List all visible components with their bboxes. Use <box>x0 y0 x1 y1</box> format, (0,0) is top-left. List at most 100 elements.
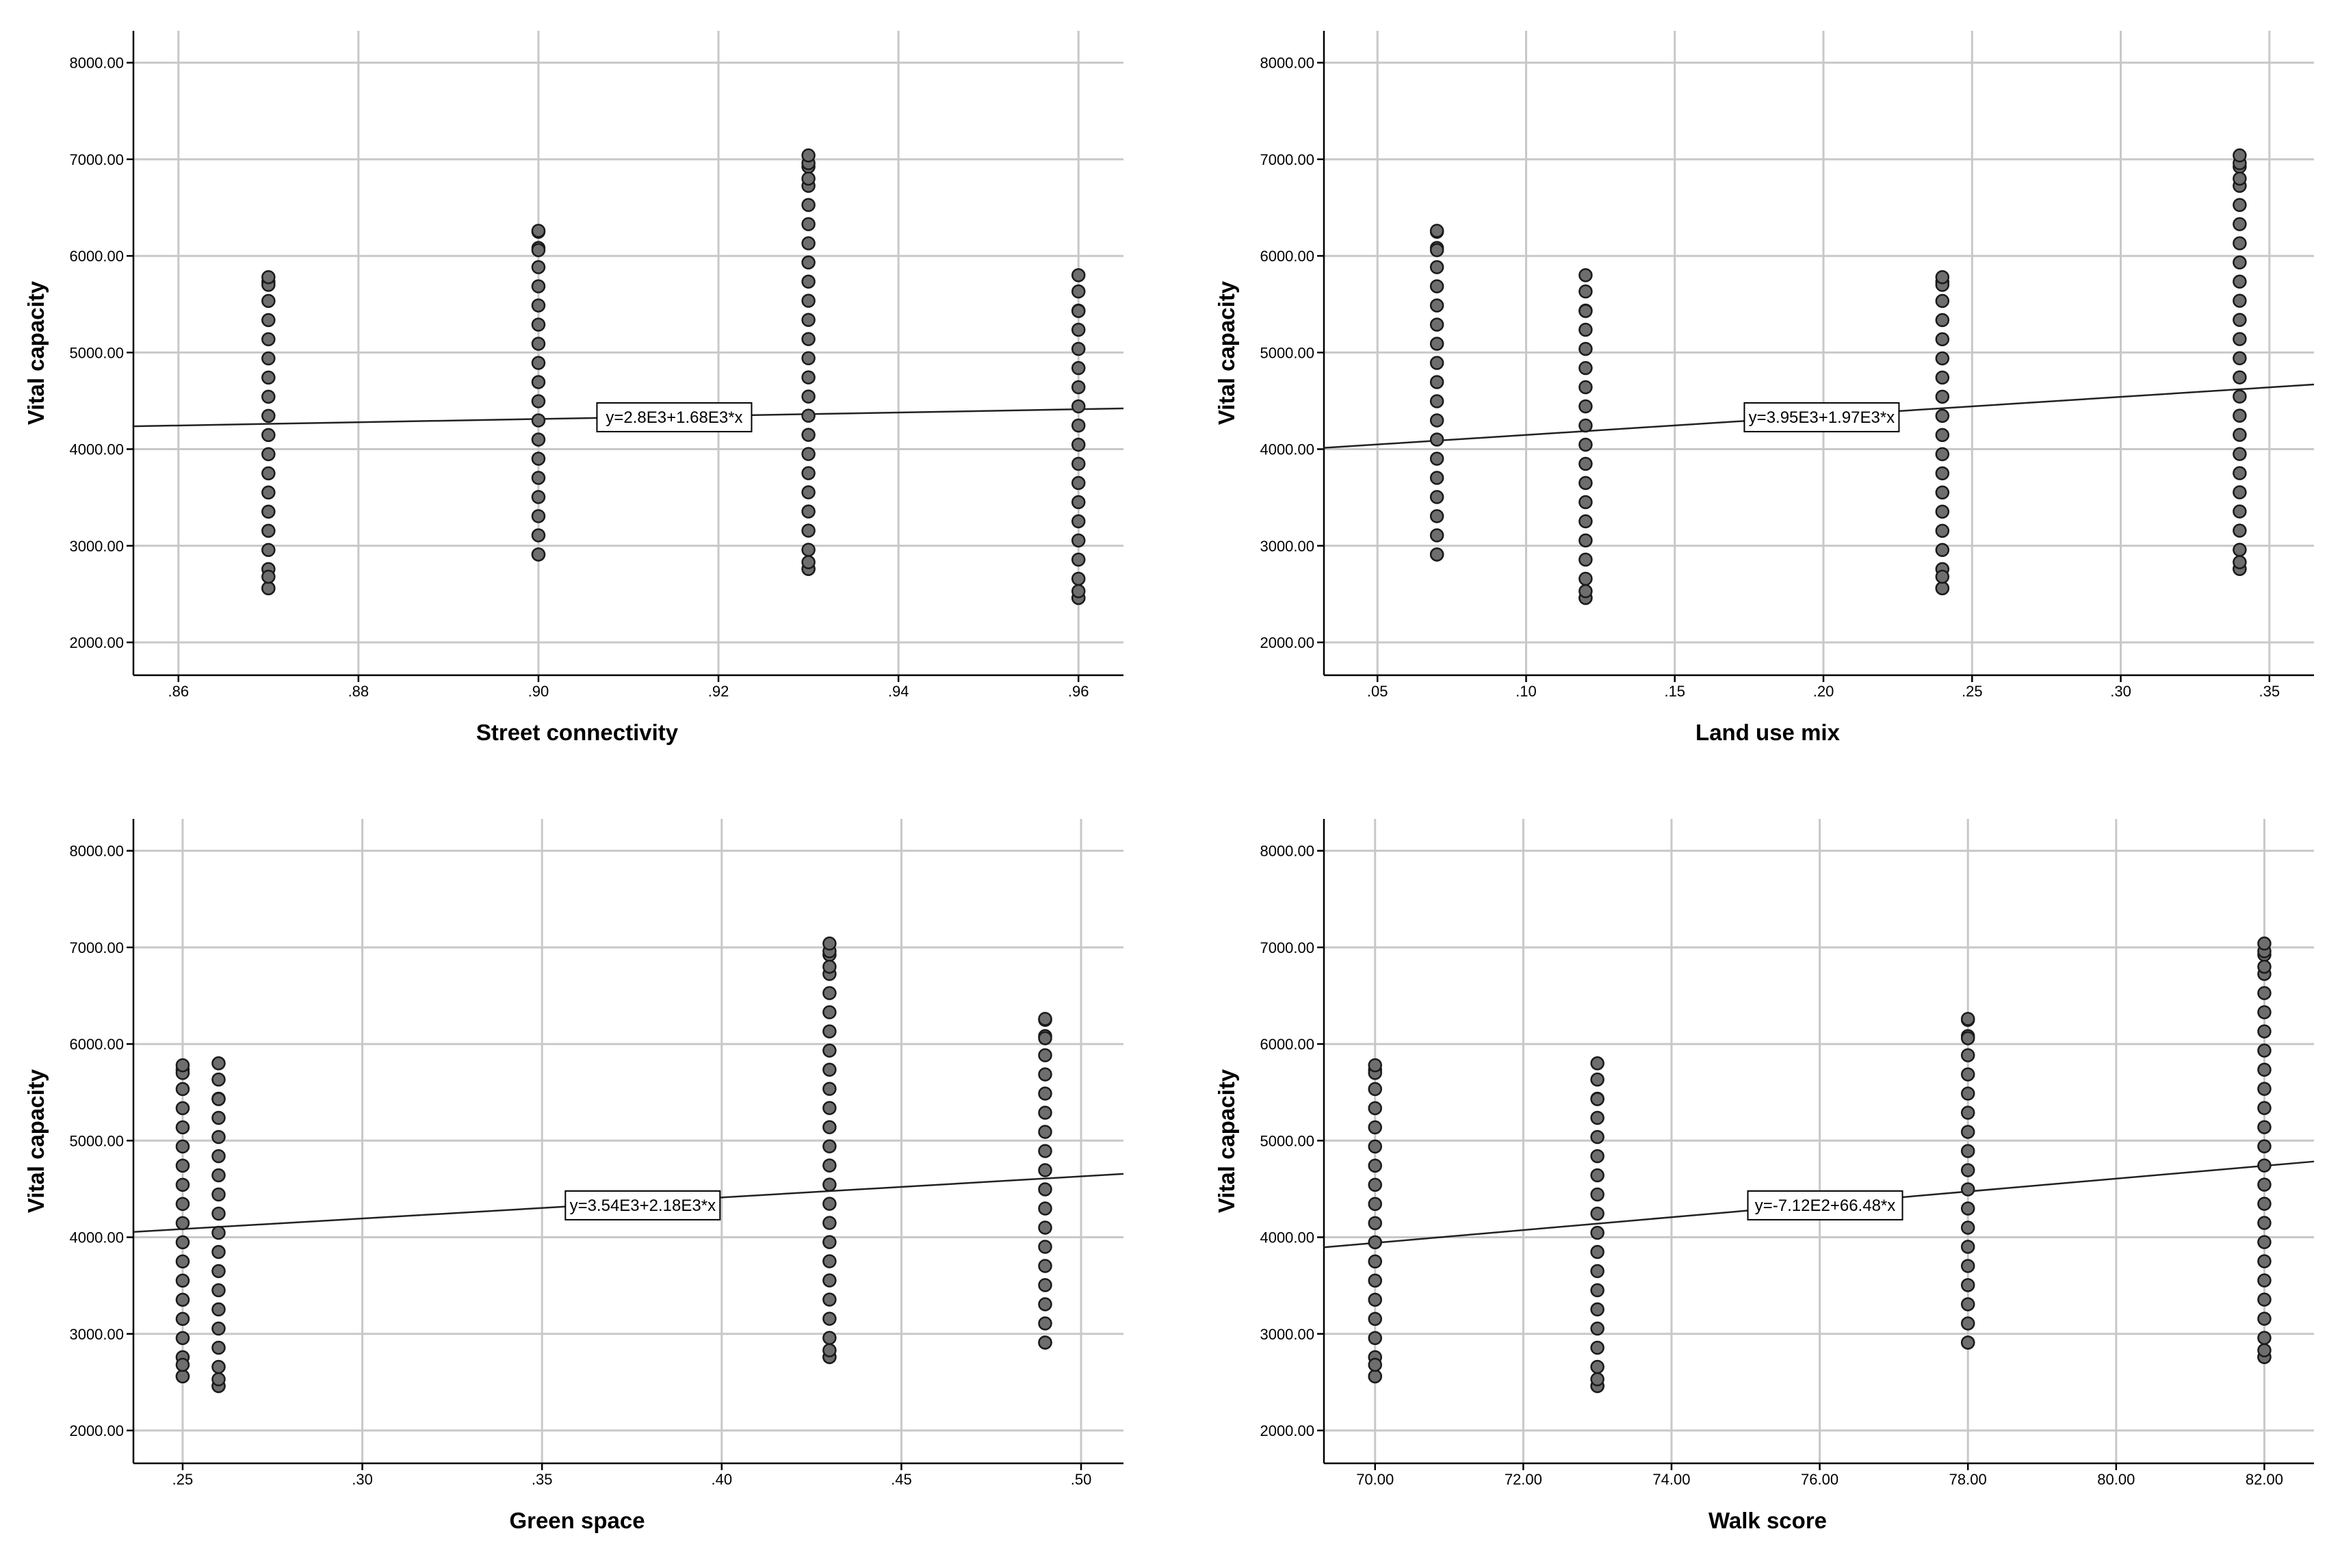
data-point <box>1038 1220 1052 1235</box>
data-point <box>1590 1264 1604 1279</box>
data-point <box>1038 1316 1052 1331</box>
x-axis-title: Green space <box>509 1508 645 1533</box>
data-point <box>1071 418 1086 433</box>
data-point <box>801 236 816 250</box>
x-tick-label: 74.00 <box>1652 1471 1690 1488</box>
data-point <box>822 1158 837 1173</box>
y-tick-label: 3000.00 <box>1260 1326 1314 1343</box>
chart-green-space: 2000.00 3000.00 4000.00 5000.00 6000.00 7000.… <box>0 788 1170 1568</box>
data-point <box>801 428 816 442</box>
data-point <box>1590 1372 1604 1387</box>
y-axis-title: Vital capacity <box>23 280 49 425</box>
data-point <box>1578 284 1593 299</box>
data-point <box>531 490 546 504</box>
data-point <box>1590 1149 1604 1164</box>
y-tick-label: 4000.00 <box>69 441 124 458</box>
data-point <box>531 375 546 389</box>
data-point <box>801 198 816 212</box>
data-point <box>1429 452 1444 466</box>
data-point <box>801 171 816 186</box>
data-point <box>1960 1106 1975 1120</box>
y-tick-label: 2000.00 <box>69 1422 124 1439</box>
equation-label: y=3.54E3+2.18E3*x <box>570 1197 716 1215</box>
data-point <box>211 1359 226 1374</box>
x-tick-label: 70.00 <box>1356 1471 1394 1488</box>
x-tick-label: .35 <box>2259 683 2280 700</box>
data-point <box>2257 1043 2272 1058</box>
data-point <box>1578 533 1593 548</box>
data-point <box>531 509 546 523</box>
data-point <box>531 413 546 428</box>
data-point <box>801 389 816 404</box>
data-point <box>1935 543 1950 558</box>
data-point <box>2257 1120 2272 1134</box>
data-point <box>1578 495 1593 510</box>
y-tick-label: 7000.00 <box>69 939 124 956</box>
data-point <box>1071 495 1086 510</box>
data-point <box>1935 428 1950 443</box>
data-point <box>822 1216 837 1230</box>
data-point <box>175 1357 190 1372</box>
data-point <box>2233 555 2247 570</box>
data-point <box>2257 1158 2272 1173</box>
data-point <box>261 581 276 596</box>
data-point <box>801 485 816 499</box>
data-point <box>1038 1106 1052 1120</box>
data-point <box>211 1168 226 1183</box>
data-point <box>261 428 276 443</box>
data-point <box>1038 1048 1052 1062</box>
data-point <box>801 255 816 270</box>
data-point <box>1578 341 1593 356</box>
data-point <box>1960 1144 1975 1158</box>
data-point <box>1960 1316 1975 1331</box>
y-tick-label: 7000.00 <box>69 151 124 168</box>
data-point <box>261 370 276 385</box>
data-point <box>175 1273 190 1288</box>
data-point <box>175 1197 190 1212</box>
data-point <box>2257 1062 2272 1077</box>
data-point <box>211 1072 226 1087</box>
data-point <box>1935 466 1950 481</box>
data-point <box>1368 1216 1382 1231</box>
data-point <box>261 270 276 285</box>
data-point <box>175 1139 190 1154</box>
data-point <box>2233 523 2247 538</box>
data-point <box>822 1311 837 1326</box>
data-point <box>1935 581 1950 596</box>
data-point <box>2233 351 2247 365</box>
data-point <box>1960 1278 1975 1292</box>
data-point <box>2257 936 2272 951</box>
data-point <box>1578 437 1593 452</box>
data-point <box>2233 217 2247 231</box>
data-point <box>531 394 546 408</box>
data-point <box>175 1120 190 1135</box>
data-point <box>1590 1168 1604 1183</box>
data-point <box>2257 1331 2272 1345</box>
data-point <box>261 293 276 309</box>
data-point <box>1038 1125 1052 1139</box>
data-point <box>211 1372 226 1387</box>
data-point <box>1935 270 1950 285</box>
data-point <box>1071 341 1086 356</box>
y-axis-title: Vital capacity <box>1214 280 1239 425</box>
data-point <box>1590 1225 1604 1240</box>
data-point <box>1071 284 1086 299</box>
data-point <box>801 293 816 308</box>
data-point <box>175 1158 190 1173</box>
data-point <box>801 408 816 423</box>
data-point <box>1368 1177 1382 1192</box>
data-point <box>2233 370 2247 384</box>
data-point <box>2233 504 2247 519</box>
data-point <box>1429 337 1444 351</box>
data-point <box>822 986 837 1000</box>
data-point <box>1071 514 1086 529</box>
chart-walk-score: 2000.00 3000.00 4000.00 5000.00 6000.00 7000.… <box>1191 788 2340 1568</box>
data-point <box>2257 1235 2272 1249</box>
data-point <box>1368 1311 1382 1327</box>
data-point <box>1429 243 1444 257</box>
data-point <box>2233 293 2247 308</box>
data-point <box>211 1264 226 1279</box>
x-tick-label: 80.00 <box>2097 1471 2135 1488</box>
data-point <box>1368 1197 1382 1212</box>
data-point <box>261 543 276 558</box>
